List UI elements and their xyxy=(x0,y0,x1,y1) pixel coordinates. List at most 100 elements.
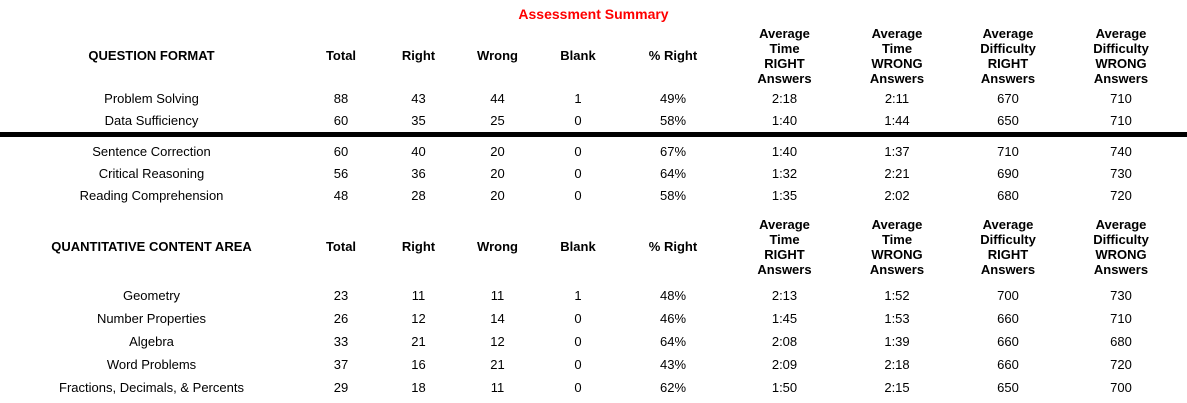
cell-total: 60 xyxy=(333,112,349,128)
cell-right: 21 xyxy=(411,334,426,349)
cell-wrong: 12 xyxy=(490,334,505,349)
cell-avg-time-right: 1:45 xyxy=(771,311,798,326)
cell-pct-right: 43% xyxy=(659,357,687,372)
cell-avg-time-wrong: 2:21 xyxy=(884,165,910,181)
table-row: Fractions, Decimals, & Percents 29 18 11 0 62… xyxy=(0,376,1187,399)
cell-avg-difficulty-right: 670 xyxy=(997,90,1019,106)
cell-wrong: 25 xyxy=(490,112,505,128)
cell-pct-right: 48% xyxy=(659,288,687,303)
cell-right: 11 xyxy=(411,288,426,303)
column-header-wrong: Wrong xyxy=(477,239,518,254)
row-label: Algebra xyxy=(129,334,174,349)
cell-right: 16 xyxy=(411,357,426,372)
column-header-blank: Blank xyxy=(560,48,596,63)
cell-pct-right: 46% xyxy=(659,311,687,326)
table-row: Problem Solving 88 43 44 1 49% 2:18 2:11 670 710 xyxy=(0,87,1187,109)
cell-avg-difficulty-right: 650 xyxy=(997,112,1019,128)
row-label: Number Properties xyxy=(96,311,207,326)
cell-total: 23 xyxy=(333,288,349,303)
cell-avg-difficulty-right: 680 xyxy=(997,187,1019,203)
cell-avg-time-wrong: 1:52 xyxy=(884,288,910,303)
cell-avg-time-right: 2:09 xyxy=(771,357,798,372)
row-label: Data Sufficiency xyxy=(104,112,199,128)
column-header-wrong: Wrong xyxy=(477,48,518,63)
cell-wrong: 21 xyxy=(490,357,505,372)
cell-avg-difficulty-right: 660 xyxy=(997,357,1019,372)
cell-blank: 1 xyxy=(574,288,582,303)
cell-pct-right: 67% xyxy=(659,143,687,159)
cell-pct-right: 64% xyxy=(659,165,687,181)
cell-wrong: 20 xyxy=(490,187,505,203)
cell-total: 88 xyxy=(333,90,349,106)
column-header-avg-difficulty-wrong: Average Difficulty WRONG Answers xyxy=(1093,25,1149,86)
column-header-pct-right: % Right xyxy=(648,239,698,254)
cell-wrong: 20 xyxy=(490,143,505,159)
page-title: Assessment Summary xyxy=(518,6,669,22)
cell-blank: 0 xyxy=(574,112,582,128)
cell-avg-time-right: 2:18 xyxy=(771,90,798,106)
cell-avg-difficulty-wrong: 720 xyxy=(1110,187,1132,203)
column-header-avg-difficulty-wrong: Average Difficulty WRONG Answers xyxy=(1093,216,1149,277)
row-label: Sentence Correction xyxy=(92,143,211,159)
cell-total: 29 xyxy=(333,380,349,395)
section-header-row: QUANTITATIVE CONTENT AREA Total Right Wrong… xyxy=(0,215,1187,278)
cell-right: 43 xyxy=(411,90,426,106)
category-column-header: QUANTITATIVE CONTENT AREA xyxy=(51,239,252,254)
cell-avg-time-right: 1:40 xyxy=(771,143,798,159)
cell-avg-difficulty-wrong: 710 xyxy=(1110,311,1132,326)
row-group: Geometry 23 11 11 1 48% 2:13 1:52 700 730 Number P… xyxy=(0,284,1187,399)
section-header-row: QUESTION FORMAT Total Right Wrong Blank % Rig… xyxy=(0,24,1187,87)
table-row: Word Problems 37 16 21 0 43% 2:09 2:18 660 720 xyxy=(0,353,1187,376)
table-row: Sentence Correction 60 40 20 0 67% 1:40 1:37 710… xyxy=(0,140,1187,162)
cell-avg-time-wrong: 1:53 xyxy=(884,311,910,326)
row-group: Problem Solving 88 43 44 1 49% 2:18 2:11 670 710 D… xyxy=(0,87,1187,131)
table-row: Data Sufficiency 60 35 25 0 58% 1:40 1:44 650 710 xyxy=(0,109,1187,131)
cell-pct-right: 64% xyxy=(659,334,687,349)
column-header-avg-time-wrong: Average Time WRONG Answers xyxy=(869,216,925,277)
column-header-avg-difficulty-right: Average Difficulty RIGHT Answers xyxy=(980,25,1036,86)
cell-avg-difficulty-right: 690 xyxy=(997,165,1019,181)
cell-avg-time-right: 1:40 xyxy=(771,112,798,128)
table-row: Critical Reasoning 56 36 20 0 64% 1:32 2:21 690 7… xyxy=(0,162,1187,184)
cell-blank: 0 xyxy=(574,187,582,203)
cell-total: 26 xyxy=(333,311,349,326)
column-header-total: Total xyxy=(325,48,357,63)
column-header-avg-time-wrong: Average Time WRONG Answers xyxy=(869,25,925,86)
cell-right: 36 xyxy=(411,165,426,181)
column-header-avg-time-right: Average Time RIGHT Answers xyxy=(757,25,812,86)
cell-right: 12 xyxy=(411,311,426,326)
cell-wrong: 44 xyxy=(490,90,505,106)
column-header-blank: Blank xyxy=(560,239,596,254)
cell-blank: 0 xyxy=(574,357,582,372)
cell-right: 35 xyxy=(411,112,426,128)
table-row: Algebra 33 21 12 0 64% 2:08 1:39 660 680 xyxy=(0,330,1187,353)
cell-blank: 1 xyxy=(574,90,582,106)
cell-avg-time-right: 1:32 xyxy=(771,165,798,181)
cell-avg-difficulty-wrong: 720 xyxy=(1110,357,1132,372)
category-column-header: QUESTION FORMAT xyxy=(88,48,215,63)
cell-avg-time-right: 2:13 xyxy=(771,288,798,303)
row-group: Sentence Correction 60 40 20 0 67% 1:40 1:37 710… xyxy=(0,137,1187,206)
report-table: QUESTION FORMAT Total Right Wrong Blank % Rig… xyxy=(0,24,1187,399)
cell-blank: 0 xyxy=(574,334,582,349)
table-row: Geometry 23 11 11 1 48% 2:13 1:52 700 730 xyxy=(0,284,1187,307)
section-divider xyxy=(0,132,1187,137)
row-label: Geometry xyxy=(122,288,181,303)
table-row: Number Properties 26 12 14 0 46% 1:45 1:53 660 71… xyxy=(0,307,1187,330)
cell-total: 33 xyxy=(333,334,349,349)
cell-pct-right: 62% xyxy=(659,380,687,395)
cell-wrong: 20 xyxy=(490,165,505,181)
cell-avg-difficulty-wrong: 710 xyxy=(1110,112,1132,128)
cell-avg-difficulty-right: 660 xyxy=(997,334,1019,349)
cell-avg-difficulty-wrong: 730 xyxy=(1110,288,1132,303)
cell-wrong: 11 xyxy=(490,380,505,395)
cell-pct-right: 49% xyxy=(659,90,687,106)
cell-wrong: 14 xyxy=(490,311,505,326)
cell-avg-time-wrong: 2:02 xyxy=(884,187,910,203)
cell-avg-time-right: 2:08 xyxy=(771,334,798,349)
cell-avg-time-right: 1:35 xyxy=(771,187,798,203)
cell-blank: 0 xyxy=(574,165,582,181)
row-label: Fractions, Decimals, & Percents xyxy=(59,380,244,395)
column-header-right: Right xyxy=(401,48,436,63)
cell-right: 40 xyxy=(411,143,426,159)
